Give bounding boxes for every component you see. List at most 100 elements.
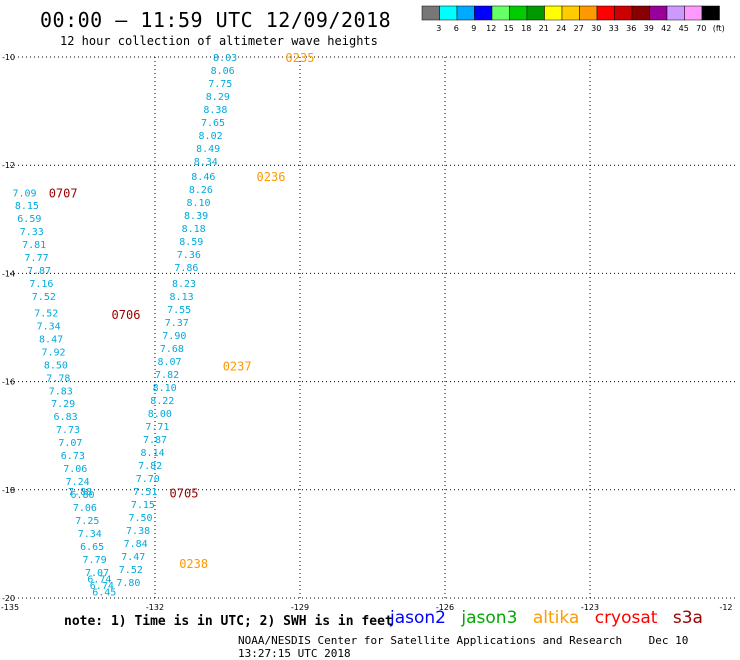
wave-height-value: 7.36 xyxy=(177,250,201,261)
legend-jason2: jason2 xyxy=(390,608,446,628)
colorbar-label: 21 xyxy=(539,24,549,33)
wave-height-value: 7.77 xyxy=(25,253,49,264)
wave-height-value: 6.74 xyxy=(87,575,111,586)
wave-height-value: 7.29 xyxy=(51,399,75,410)
colorbar-label: 45 xyxy=(679,24,689,33)
colorbar-label: 42 xyxy=(661,24,671,33)
wave-height-value: 8.29 xyxy=(206,92,230,103)
legend-altika: altika xyxy=(532,608,580,628)
wave-height-value: 7.52 xyxy=(34,308,58,319)
wave-height-value: 8.18 xyxy=(182,224,206,235)
wave-height-value: 7.70 xyxy=(136,474,160,485)
colorbar-label: 15 xyxy=(504,24,514,33)
wave-height-value: 7.78 xyxy=(46,373,70,384)
wave-height-value: 8.07 xyxy=(157,357,181,368)
colorbar-label: 39 xyxy=(644,24,654,33)
wave-height-value: 8.02 xyxy=(199,131,223,142)
wave-height-value: 8.49 xyxy=(196,144,220,155)
wave-height-value: 8.39 xyxy=(184,211,208,222)
wave-height-value: 7.87 xyxy=(143,435,167,446)
pass-time-label: 0706 xyxy=(112,308,141,322)
wave-height-value: 8.10 xyxy=(153,383,177,394)
wave-height-value: 6.45 xyxy=(92,588,116,599)
note-text: note: 1) Time is in UTC; 2) SWH is in fe… xyxy=(64,614,393,629)
wave-height-value: 6.73 xyxy=(61,451,85,462)
colorbar-swatch xyxy=(526,5,545,21)
wave-height-value: 7.68 xyxy=(160,344,184,355)
colorbar-swatch xyxy=(491,5,510,21)
wave-height-value: 7.34 xyxy=(78,529,102,540)
wave-height-value: 7.71 xyxy=(145,422,169,433)
wave-height-value: 7.82 xyxy=(155,370,179,381)
lon-tick-label: -123 xyxy=(581,603,599,612)
wave-height-value: 7.88 xyxy=(68,487,92,498)
satellite-legend: jason2 jason3 altika cryosat s3a xyxy=(390,608,713,628)
credit-text: NOAA/NESDIS Center for Satellite Applica… xyxy=(238,634,623,647)
wave-height-value: 8.22 xyxy=(150,396,174,407)
wave-height-value: 6.80 xyxy=(70,490,94,501)
wave-height-value: 7.82 xyxy=(138,461,162,472)
wave-height-value: 7.90 xyxy=(162,331,186,342)
colorbar-label: 70 xyxy=(696,24,706,33)
wave-height-value: 7.06 xyxy=(73,503,97,514)
colorbar-swatch xyxy=(649,5,668,21)
wave-height-value: 6.74 xyxy=(90,581,114,592)
wave-height-value: 7.16 xyxy=(29,279,53,290)
wave-height-value: 7.81 xyxy=(22,240,46,251)
lat-tick-label: -14 xyxy=(2,269,15,278)
wave-height-value: 7.52 xyxy=(119,565,143,576)
colorbar-swatch xyxy=(421,5,440,21)
wave-height-value: 7.79 xyxy=(83,555,107,566)
legend-s3a: s3a xyxy=(672,608,703,628)
wave-height-value: 7.38 xyxy=(126,526,150,537)
wave-height-value: 8.00 xyxy=(148,409,172,420)
wave-height-value: 8.50 xyxy=(44,360,68,371)
pass-time-label: 0705 xyxy=(170,487,199,501)
colorbar-label: 6 xyxy=(454,24,459,33)
colorbar-swatch xyxy=(509,5,528,21)
wave-height-value: 7.86 xyxy=(174,263,198,274)
colorbar-label: (ft) xyxy=(713,24,725,33)
wave-height-value: 6.65 xyxy=(80,542,104,553)
colorbar-label: 27 xyxy=(574,24,584,33)
colorbar-swatch xyxy=(474,5,493,21)
page-subtitle: 12 hour collection of altimeter wave hei… xyxy=(60,34,378,48)
credit-line: NOAA/NESDIS Center for Satellite Applica… xyxy=(238,634,740,660)
wave-height-value: 7.07 xyxy=(58,438,82,449)
wave-height-value: 7.47 xyxy=(121,552,145,563)
colorbar-label: 18 xyxy=(521,24,531,33)
lon-tick-label: -135 xyxy=(1,603,19,612)
lat-tick-label: -20 xyxy=(2,594,15,603)
wave-height-value: 8.03 xyxy=(213,53,237,64)
pass-time-label: 0237 xyxy=(223,359,252,373)
wave-height-value: 7.65 xyxy=(201,118,225,129)
lon-tick-label: -132 xyxy=(146,603,164,612)
lat-tick-label: -16 xyxy=(2,378,15,387)
colorbar-swatch xyxy=(631,5,650,21)
wave-height-value: 7.33 xyxy=(20,227,44,238)
wave-height-value: 7.87 xyxy=(27,266,51,277)
wave-height-value: 8.14 xyxy=(141,448,165,459)
colorbar-label: 33 xyxy=(609,24,619,33)
wave-height-value: 8.15 xyxy=(15,201,39,212)
colorbar-swatch xyxy=(596,5,615,21)
colorbar-label: 12 xyxy=(486,24,496,33)
legend-jason3: jason3 xyxy=(461,608,518,628)
wave-height-value: 7.75 xyxy=(208,79,232,90)
wave-height-value: 7.07 xyxy=(85,568,109,579)
wave-height-value: 7.73 xyxy=(56,425,80,436)
colorbar-label: 30 xyxy=(591,24,601,33)
wave-height-value: 8.38 xyxy=(203,105,227,116)
wave-height-value: 7.83 xyxy=(49,386,73,397)
lon-tick-label: -129 xyxy=(291,603,309,612)
wave-height-value: 8.46 xyxy=(191,172,215,183)
colorbar-swatch xyxy=(544,5,563,21)
colorbar-swatch xyxy=(561,5,580,21)
wave-height-value: 7.55 xyxy=(167,305,191,316)
wave-height-value: 7.80 xyxy=(116,578,140,589)
pass-time-label: 0707 xyxy=(49,186,78,200)
pass-time-label: 0235 xyxy=(286,51,315,65)
colorbar-swatch xyxy=(684,5,703,21)
lon-tick-label: -12 xyxy=(719,603,732,612)
wave-height-value: 8.26 xyxy=(189,185,213,196)
